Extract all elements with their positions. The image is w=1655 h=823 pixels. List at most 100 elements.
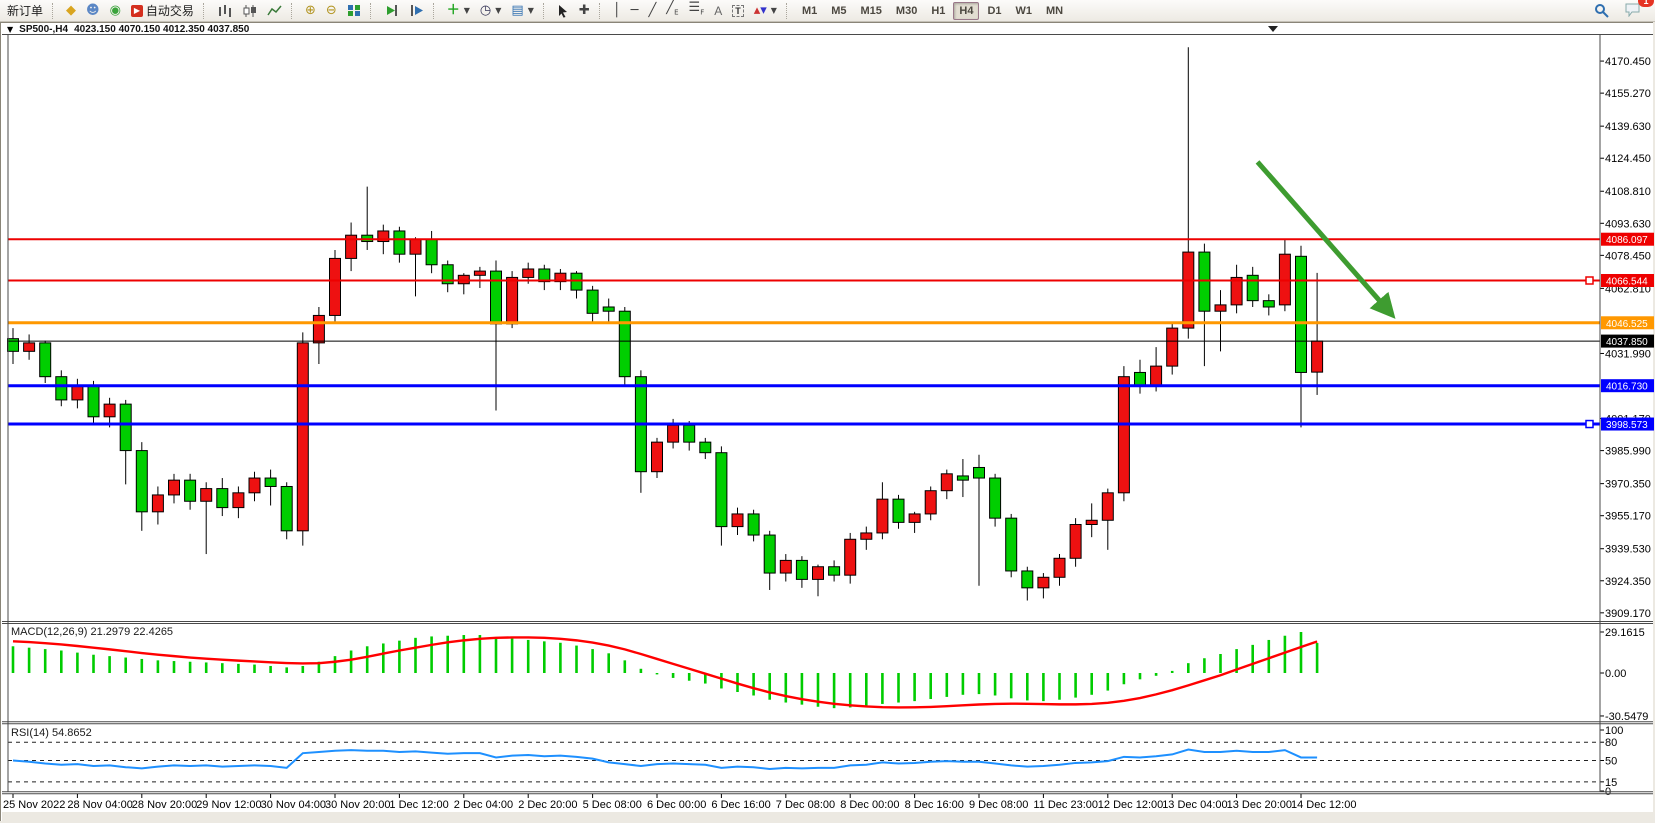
line-handle[interactable]: [1585, 419, 1594, 429]
candle-body: [892, 498, 905, 523]
candle-body: [924, 490, 937, 515]
candle: [329, 249, 341, 324]
zoom-in-icon: ⊕: [304, 3, 316, 18]
timeframe-button-m1[interactable]: M1: [796, 2, 823, 20]
profile-button[interactable]: ◆: [61, 1, 81, 20]
arrows-icon: ▴▾: [753, 3, 767, 18]
candle-body: [7, 338, 19, 352]
price-tick-label: 4170.450: [1605, 56, 1651, 68]
toolbar-grip: [202, 2, 208, 19]
channel-button[interactable]: ╱E: [661, 1, 683, 20]
candle-body: [1101, 492, 1114, 521]
candle-body: [296, 342, 309, 532]
candle-body: [1021, 570, 1034, 589]
bar-chart-button[interactable]: [212, 1, 237, 20]
candle-body: [264, 477, 277, 487]
candle-body: [876, 498, 889, 534]
rsi-tick-label: 15: [1605, 777, 1617, 789]
timeframe-button-d1[interactable]: D1: [981, 2, 1007, 20]
toolbar-grip: [52, 2, 57, 19]
candle-body: [554, 272, 567, 283]
period-clock-icon: ◷: [479, 3, 492, 18]
timeframe-button-h4[interactable]: H4: [953, 1, 980, 20]
vertical-line-button[interactable]: │: [608, 1, 626, 20]
candle: [763, 530, 776, 590]
timeframe-button-m30[interactable]: M30: [890, 2, 923, 20]
line-chart-button[interactable]: [262, 1, 287, 20]
tile-windows-button[interactable]: [342, 1, 366, 20]
date-label: 12 Dec 12:00: [1098, 799, 1163, 811]
candle-body: [747, 513, 760, 536]
macd-indicator-label: MACD(12,26,9) 21.2979 22.4265: [11, 626, 174, 638]
templates-icon: ▤: [511, 3, 524, 18]
zoom-in-button[interactable]: ⊕: [300, 1, 321, 20]
trendline-button[interactable]: ╱: [643, 1, 661, 20]
crosshair-button[interactable]: ✚: [574, 1, 595, 20]
date-label: 28 Nov 20:00: [132, 799, 197, 811]
indicators-button[interactable]: ＋ ▼: [442, 1, 475, 20]
candle-body: [828, 566, 841, 576]
candle: [1295, 245, 1307, 428]
zoom-out-button[interactable]: ⊖: [321, 1, 342, 20]
toolbar-grip: [369, 2, 375, 19]
candle: [989, 473, 1002, 527]
candle: [699, 437, 712, 460]
arrows-button[interactable]: ▴▾ ▼: [749, 1, 782, 20]
candle-body: [87, 384, 100, 418]
timeframe-button-w1[interactable]: W1: [1010, 2, 1039, 20]
toolbar-grip: [785, 2, 791, 19]
timeframe-button-h1[interactable]: H1: [925, 2, 951, 20]
search-button[interactable]: [1589, 1, 1614, 20]
candle-body: [425, 238, 438, 266]
auto-scroll-button[interactable]: [379, 1, 404, 20]
candle-body: [39, 342, 52, 378]
date-label: 30 Nov 04:00: [261, 799, 326, 811]
chart-canvas[interactable]: 4170.450 4155.270 4139.630 4124.450 4108.810…: [0, 22, 1655, 823]
autotrading-button[interactable]: ▶ 自动交易: [126, 1, 199, 20]
toolbar-grip: [542, 2, 548, 19]
candlestick-chart-button[interactable]: [237, 1, 262, 20]
indicators-icon: ＋: [446, 3, 460, 18]
candle: [586, 285, 599, 324]
chart-shift-button[interactable]: [404, 1, 429, 20]
text-label-icon: T: [732, 4, 744, 17]
date-label: 13 Dec 20:00: [1227, 799, 1292, 811]
candle-body: [651, 441, 663, 473]
horizontal-line-button[interactable]: ─: [626, 1, 644, 20]
new-order-button[interactable]: 新订单: [2, 1, 48, 20]
trend-arrow-annotation[interactable]: [1255, 160, 1396, 319]
candle: [860, 526, 873, 550]
candle-body: [1134, 371, 1146, 386]
price-line-label: 4046.525: [1606, 319, 1648, 330]
cursor-button[interactable]: [552, 1, 574, 20]
candle-body: [956, 475, 969, 481]
candle: [232, 486, 245, 519]
line-handle[interactable]: [1585, 276, 1594, 285]
price-line-label-bg: [1601, 232, 1654, 246]
candle: [973, 454, 985, 586]
candle-body: [409, 238, 422, 255]
contacts-button[interactable]: ☻: [81, 1, 105, 20]
candle-body: [1182, 251, 1195, 329]
candle: [151, 486, 164, 525]
text-label-button[interactable]: T: [727, 1, 749, 20]
timeframe-button-mn[interactable]: MN: [1040, 2, 1069, 20]
price-line-label-bg: [1601, 316, 1654, 330]
chevron-down-icon: ▼: [495, 6, 502, 15]
window-bottom-strip: [2, 812, 1653, 821]
templates-button[interactable]: ▤ ▼: [506, 1, 538, 20]
candle: [1182, 47, 1195, 339]
candle-body: [860, 532, 873, 540]
candle-body: [377, 230, 390, 243]
timeframe-button-m15[interactable]: M15: [855, 2, 888, 20]
signals-button[interactable]: ◉: [105, 1, 126, 20]
period-button[interactable]: ◷ ▼: [475, 1, 507, 20]
fibonacci-button[interactable]: ☰F: [684, 1, 710, 20]
price-tick-label: 4155.270: [1605, 88, 1651, 100]
candle: [1117, 366, 1130, 502]
timeframe-button-m5[interactable]: M5: [825, 2, 852, 20]
date-label: 8 Dec 00:00: [840, 799, 899, 811]
chevron-down-icon: ▼: [527, 6, 534, 15]
text-button[interactable]: A: [709, 1, 727, 20]
candle: [731, 507, 744, 536]
